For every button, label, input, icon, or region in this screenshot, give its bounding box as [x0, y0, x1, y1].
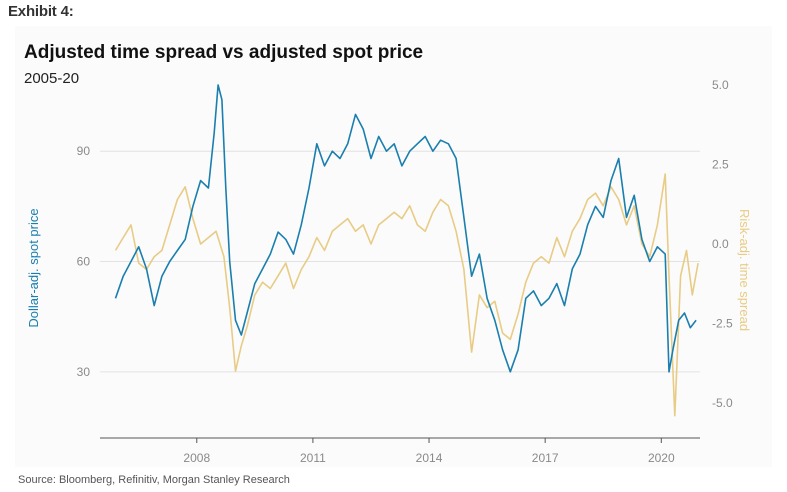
left-axis-ticks: 30 60 90	[77, 144, 91, 379]
right-tick-label: 2.5	[712, 158, 729, 172]
left-tick-label: 60	[77, 255, 91, 269]
right-axis-label: Risk-adj. time spread	[737, 209, 752, 331]
x-tick-label: 2008	[183, 451, 210, 465]
chart-title: Adjusted time spread vs adjusted spot pr…	[24, 42, 424, 63]
left-tick-label: 30	[77, 365, 91, 379]
series-line-spot-price	[114, 84, 697, 373]
source-note: Source: Bloomberg, Refinitiv, Morgan Sta…	[18, 474, 290, 486]
x-tick-label: 2017	[532, 451, 559, 465]
exhibit-label: Exhibit 4:	[8, 3, 74, 20]
x-tick-label: 2014	[416, 451, 443, 465]
right-tick-label: -5.0	[712, 396, 733, 410]
right-tick-label: -2.5	[712, 317, 733, 331]
chart-panel	[15, 26, 772, 467]
series-line-time-spread	[114, 173, 699, 417]
left-tick-label: 90	[77, 144, 91, 158]
x-tick-label: 2020	[648, 451, 675, 465]
right-axis-ticks: 5.0 2.5 0.0 -2.5 -5.0	[712, 78, 733, 410]
chart-subtitle: 2005-20	[24, 70, 80, 87]
x-tick-label: 2011	[300, 451, 326, 465]
right-tick-label: 0.0	[712, 237, 729, 251]
left-axis-label: Dollar-adj. spot price	[26, 208, 41, 327]
x-axis-ticks: 2008 2011 2014 2017 2020	[183, 438, 675, 465]
gridlines	[100, 150, 700, 373]
right-tick-label: 5.0	[712, 78, 729, 92]
